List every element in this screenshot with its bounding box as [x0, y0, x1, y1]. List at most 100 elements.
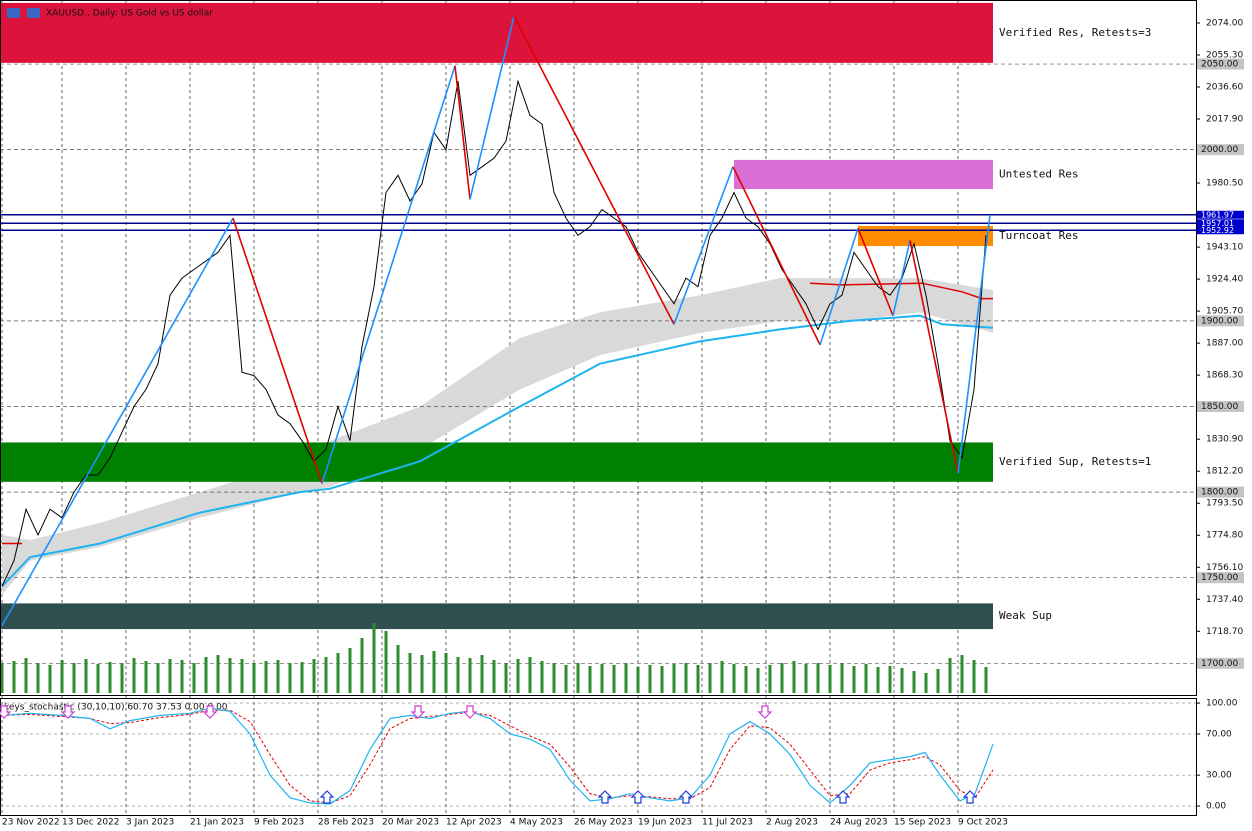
volume-bar [588, 666, 592, 693]
volume-bar [372, 623, 376, 693]
blue-level-label: 1961.97 [1201, 210, 1234, 219]
volume-bar [192, 663, 196, 693]
sell-arrow [462, 705, 478, 719]
volume-bar [84, 659, 88, 693]
volume-bar [396, 645, 400, 693]
volume-bar [948, 658, 952, 693]
y-tick-label: 1830.90 [1206, 435, 1243, 445]
volume-bar [240, 659, 244, 693]
price-line [1, 79, 987, 587]
x-tick-label: 13 Dec 2022 [62, 818, 120, 828]
buy-arrow [597, 790, 613, 804]
volume-bar [180, 660, 184, 693]
volume-bar [120, 663, 124, 693]
zigzag-down [732, 166, 821, 346]
volume-bar [792, 661, 796, 693]
volume-bar [624, 663, 628, 693]
volume-bar [660, 666, 664, 693]
zone-label: Verified Sup, Retests=1 [999, 455, 1151, 468]
level-label-box [1197, 58, 1244, 70]
volume-bar [528, 657, 532, 693]
x-tick-label: 23 Nov 2022 [2, 818, 60, 828]
volume-bar [804, 664, 808, 693]
level-label: 2000.00 [1201, 145, 1238, 155]
volume-bar [636, 667, 640, 693]
volume-bar [780, 663, 784, 693]
y-tick-label: 2036.60 [1206, 82, 1243, 92]
zigzag-up [819, 228, 859, 346]
sell-arrow [0, 705, 12, 719]
volume-bar [300, 662, 304, 693]
zone [0, 442, 993, 482]
volume-bar [468, 658, 472, 693]
zigzag-up [1, 217, 234, 627]
volume-bar [444, 653, 448, 693]
volume-bar [216, 655, 220, 693]
volume-bar [936, 669, 940, 693]
zigzag-down [513, 15, 675, 325]
level-label-box [1197, 144, 1244, 156]
stoch-title: keys_stochastic (30,10,10) 60.70 37.53 0… [4, 703, 228, 713]
stoch-tick-label: 70.00 [1206, 729, 1232, 739]
volume-bar [408, 653, 412, 693]
x-tick-label: 21 Jan 2023 [190, 818, 244, 828]
x-tick-label: 20 Mar 2023 [382, 818, 439, 828]
volume-bar [720, 661, 724, 693]
volume-bar [540, 661, 544, 693]
x-tick-label: 3 Jan 2023 [126, 818, 174, 828]
volume-bar [60, 660, 64, 693]
buy-arrow [630, 790, 646, 804]
volume-bar [168, 659, 172, 693]
volume-bar [480, 655, 484, 693]
volume-bar [972, 660, 976, 693]
volume-bar [876, 667, 880, 693]
volume-bar [600, 664, 604, 693]
level-label: 1800.00 [1201, 488, 1238, 498]
x-tick-label: 4 May 2023 [510, 818, 563, 828]
x-tick-label: 9 Feb 2023 [254, 818, 304, 828]
level-label-box [1197, 400, 1244, 412]
x-tick-label: 15 Sep 2023 [894, 818, 951, 828]
main-frame [0, 0, 1197, 696]
buy-arrow [319, 790, 335, 804]
buy-arrow [962, 790, 978, 804]
level-label-box [1197, 657, 1244, 669]
volume-bar [144, 661, 148, 693]
volume-bar [96, 664, 100, 693]
volume-bar [516, 659, 520, 693]
stoch-tick-label: 100.00 [1206, 699, 1238, 709]
volume-bar [960, 655, 964, 693]
zone-label: Turncoat Res [999, 229, 1078, 242]
volume-bar [420, 655, 424, 693]
volume-bar [576, 663, 580, 693]
zone [858, 226, 993, 247]
sell-arrow [757, 705, 773, 719]
volume-bar [264, 661, 268, 693]
level-label: 1850.00 [1201, 402, 1238, 412]
ma-red-line [2, 282, 993, 545]
x-tick-label: 11 Jul 2023 [702, 818, 753, 828]
volume-bar [492, 660, 496, 693]
volume-bar [756, 668, 760, 693]
y-tick-label: 1905.70 [1206, 307, 1243, 317]
volume-bar [900, 668, 904, 693]
blue-level-label: 1952.92 [1201, 226, 1234, 235]
y-tick-label: 1980.50 [1206, 179, 1243, 189]
volume-bar [456, 657, 460, 693]
volume-bar [12, 661, 16, 693]
stoch-frame [0, 698, 1197, 816]
volume-bar [888, 666, 892, 693]
x-tick-label: 12 Apr 2023 [446, 818, 502, 828]
volume-bar [252, 663, 256, 693]
volume-bar [648, 665, 652, 693]
blue-level-label: 1957.01 [1201, 219, 1234, 228]
y-tick-label: 1812.20 [1206, 467, 1243, 477]
sell-arrow [60, 705, 76, 719]
zigzag-up [892, 240, 911, 316]
y-tick-label: 1737.40 [1206, 595, 1243, 605]
volume-bar [924, 673, 928, 693]
x-tick-label: 26 May 2023 [574, 818, 633, 828]
volume-bar [348, 648, 352, 693]
zigzag-down [232, 217, 323, 484]
level-label-box [1197, 572, 1244, 584]
